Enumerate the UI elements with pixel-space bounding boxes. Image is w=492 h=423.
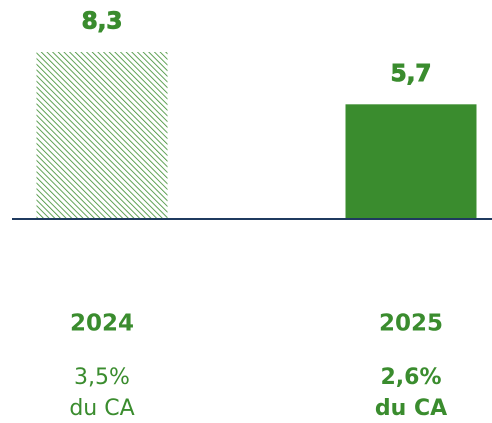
note: 3,5% bbox=[74, 365, 130, 390]
value-label: 5,7 bbox=[391, 61, 432, 87]
category-label: 2025 bbox=[379, 311, 443, 337]
note: 2,6% bbox=[380, 365, 441, 390]
value-label: 8,3 bbox=[82, 9, 123, 35]
note: du CA bbox=[375, 396, 447, 421]
bar bbox=[36, 52, 168, 219]
note: du CA bbox=[69, 396, 134, 421]
bar bbox=[345, 104, 477, 219]
category-label: 2024 bbox=[70, 311, 134, 337]
